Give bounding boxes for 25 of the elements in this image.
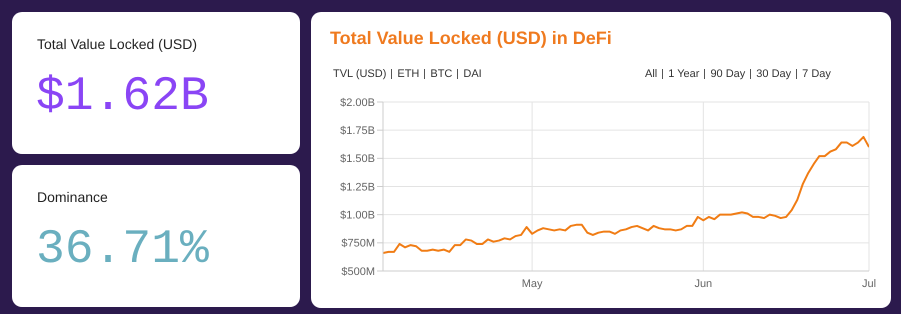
text: 7 Day [802, 68, 831, 80]
y-tick-label: $1.50B [340, 153, 375, 166]
text: ETH [397, 68, 420, 80]
text: 36.71% [36, 223, 209, 277]
text: $1.62B [36, 70, 209, 124]
chart-title: Total Value Locked (USD) in DeFi [330, 28, 612, 49]
text: Total Value Locked (USD) [37, 36, 198, 52]
text: 30 Day [756, 68, 792, 80]
y-tick-label: $500M [341, 266, 375, 278]
text: DAI [463, 68, 482, 80]
line-series [383, 136, 869, 254]
y-tick-label: $750M [341, 238, 375, 250]
text: BTC [430, 68, 452, 80]
text: TVL (USD) [333, 68, 386, 80]
text: 90 Day [710, 68, 746, 80]
y-tick-label: $2.00B [340, 96, 375, 109]
text: Dominance [37, 189, 108, 205]
x-tick-label: May [522, 278, 544, 290]
y-tick-label: $1.00B [340, 210, 375, 222]
y-tick-label: $1.75B [340, 125, 375, 138]
text: 1 Year [668, 68, 700, 80]
x-tick-label: Jun [694, 278, 712, 290]
x-tick-label: Jul [862, 278, 876, 290]
y-tick-label: $1.25B [340, 181, 375, 194]
text: All [645, 68, 658, 80]
